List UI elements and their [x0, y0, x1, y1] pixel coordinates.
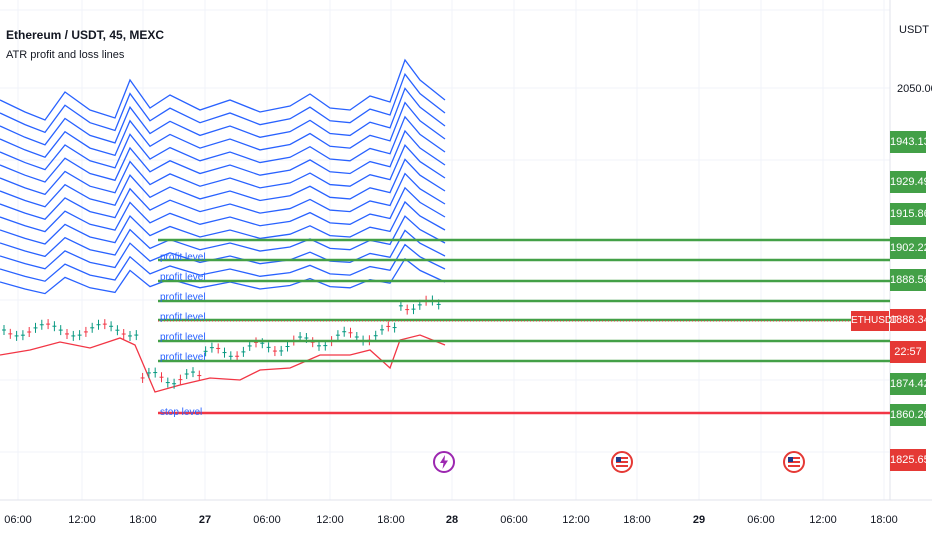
atr-upper-band [0, 115, 446, 171]
atr-upper-band [0, 257, 446, 295]
price-badge: 1874.42 [890, 373, 930, 395]
us-flag-icon[interactable] [783, 451, 805, 473]
atr-lower-band [0, 334, 446, 393]
time-tick: 06:00 [747, 514, 775, 526]
price-badge: 1915.86 [890, 203, 930, 225]
profit-level-label: profit level [160, 312, 206, 323]
time-tick: 12:00 [68, 514, 96, 526]
atr-upper-band [0, 87, 446, 146]
price-badge: 1825.65 [890, 449, 930, 471]
price-badge: 22:57 [890, 341, 926, 363]
price-badge: 1888.34 [890, 309, 930, 331]
atr-upper-band [0, 215, 446, 258]
time-tick: 27 [198, 514, 212, 526]
price-tick-top: 2050.00 [897, 83, 932, 95]
atr-upper-band [0, 172, 446, 220]
price-unit: USDT [899, 24, 929, 36]
profit-level-label: profit level [160, 252, 206, 263]
atr-upper-band [0, 158, 446, 208]
time-tick: 12:00 [562, 514, 590, 526]
atr-upper-band [0, 58, 446, 121]
atr-upper-band [0, 129, 446, 183]
atr-upper-band [0, 243, 446, 282]
us-flag-icon[interactable] [611, 451, 633, 473]
time-tick: 12:00 [809, 514, 837, 526]
time-tick: 06:00 [253, 514, 281, 526]
stop-level-label: stop level [160, 407, 203, 418]
profit-level-label: profit level [160, 332, 206, 343]
atr-upper-band [0, 144, 446, 196]
lightning-icon[interactable] [433, 451, 455, 473]
time-tick: 18:00 [129, 514, 157, 526]
time-tick: 29 [692, 514, 706, 526]
profit-level-label: profit level [160, 272, 206, 283]
price-badge: 1902.22 [890, 237, 930, 259]
time-tick: 06:00 [4, 514, 32, 526]
price-badge: 1943.13 [890, 131, 930, 153]
atr-upper-band [0, 186, 446, 233]
price-badge: 1929.49 [890, 171, 930, 193]
profit-level-label: profit level [160, 352, 206, 363]
price-badge: 1888.58 [890, 269, 930, 291]
time-tick: 18:00 [870, 514, 898, 526]
chart-title: Ethereum / USDT, 45, MEXC [6, 28, 165, 42]
symbol-badge: ETHUSDT [851, 311, 898, 331]
profit-level-label: profit level [160, 292, 206, 303]
time-tick: 18:00 [623, 514, 651, 526]
atr-upper-band [0, 72, 446, 134]
time-tick: 06:00 [500, 514, 528, 526]
atr-upper-band [0, 101, 446, 158]
price-badge: 1860.26 [890, 404, 930, 426]
indicator-name[interactable]: ATR profit and loss lines [6, 49, 125, 61]
atr-upper-band [0, 200, 446, 245]
time-tick: 28 [445, 514, 459, 526]
time-tick: 12:00 [316, 514, 344, 526]
atr-upper-band [0, 229, 446, 270]
time-tick: 18:00 [377, 514, 405, 526]
